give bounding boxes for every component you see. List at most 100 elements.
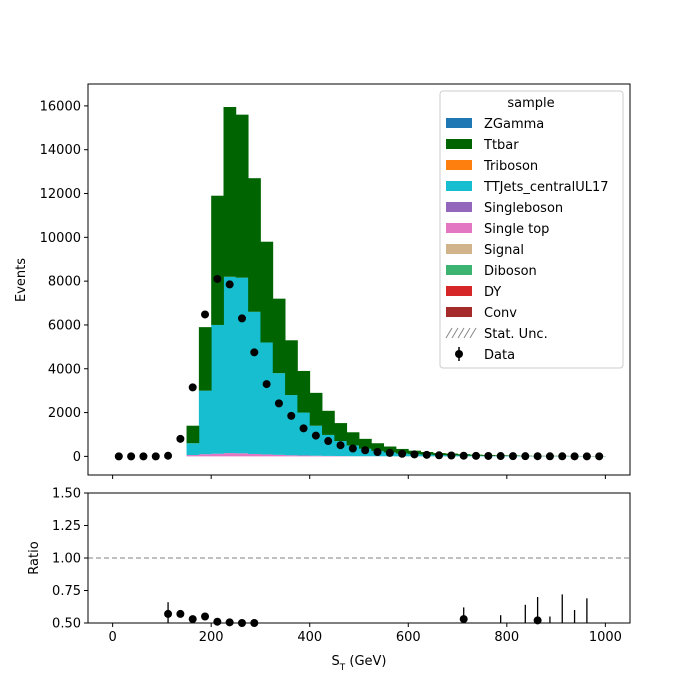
bar-single-top — [186, 455, 200, 457]
bar-single-top — [198, 454, 212, 457]
data-point — [250, 348, 259, 357]
main-panel: 0 2000 4000 6000 8000 10000 12000 14000 16000 Ev… — [14, 83, 631, 479]
ratio-x-tick-label: 800 — [494, 630, 519, 645]
ratio-y-axis-label: Ratio — [27, 541, 42, 574]
data-point — [225, 280, 234, 289]
main-y-tick-label: 0 — [73, 450, 81, 465]
bar-ttbar — [359, 438, 372, 449]
data-point — [287, 411, 296, 420]
data-point — [521, 452, 530, 461]
ratio-points — [88, 557, 630, 627]
data-point — [139, 452, 148, 461]
ratio-y-tick-label: 0.50 — [52, 617, 81, 632]
legend-label-conv: Conv — [484, 306, 517, 321]
main-y-tick-label: 14000 — [40, 143, 81, 158]
legend-label-single-top: Single top — [484, 222, 549, 237]
ratio-point — [201, 612, 210, 621]
bar-single-top — [297, 455, 311, 457]
ratio-point — [533, 616, 542, 625]
x-axis-label-unit: (GeV) — [345, 654, 386, 669]
legend-title: sample — [507, 96, 554, 111]
data-point — [496, 452, 505, 461]
data-point — [299, 424, 308, 433]
bar-ttjets-centralul17 — [211, 324, 224, 454]
legend-label-ttbar: Ttbar — [483, 138, 519, 153]
data-point — [201, 310, 210, 319]
bar-ttbar — [248, 178, 261, 312]
data-point — [311, 431, 320, 440]
data-point — [188, 383, 197, 392]
ratio-x-tick-label: 200 — [199, 630, 224, 645]
main-y-tick-label: 12000 — [40, 187, 81, 202]
main-y-tick-label: 16000 — [40, 99, 81, 114]
data-point — [570, 452, 579, 461]
bar-ttjets-centralul17 — [198, 390, 212, 455]
data-point — [336, 441, 345, 450]
legend-swatch-ttjets-centralul17 — [446, 181, 472, 191]
ratio-point — [213, 617, 222, 626]
bar-ttbar — [211, 195, 224, 325]
data-point — [582, 452, 591, 461]
ratio-y-tick-label: 0.75 — [52, 584, 81, 599]
main-bars — [186, 107, 606, 457]
bar-ttbar — [285, 340, 298, 396]
legend-marker — [455, 350, 463, 358]
legend-swatch-signal — [446, 244, 472, 254]
bar-ttjets-centralul17 — [223, 276, 237, 454]
bar-ttbar — [186, 425, 200, 444]
data-point — [237, 314, 246, 323]
ratio-y-ticks: 0.50 0.75 1.00 1.25 1.50 — [52, 487, 88, 632]
bar-ttjets-centralul17 — [186, 443, 200, 456]
legend-label-singleboson: Singleboson — [484, 201, 563, 216]
ratio-panel: 0 200 400 600 800 1000 0.50 0.75 1.00 1.25 1.50 R… — [27, 487, 631, 673]
data-point — [262, 380, 271, 389]
legend-swatch-single-top — [446, 223, 472, 233]
ratio-point — [459, 615, 468, 624]
ratio-x-ticks: 0 200 400 600 800 1000 — [108, 623, 622, 645]
legend-box — [439, 90, 624, 369]
data-point — [533, 452, 542, 461]
legend-swatch-zgamma — [446, 118, 472, 128]
data-point — [213, 274, 222, 283]
bar-ttbar — [297, 370, 311, 413]
main-y-tick-label: 10000 — [40, 231, 81, 246]
ratio-x-tick-label: 0 — [108, 630, 116, 645]
data-point — [151, 452, 160, 461]
legend-label-dy: DY — [484, 285, 501, 300]
bar-single-top — [248, 453, 261, 457]
ratio-x-tick-label: 600 — [396, 630, 421, 645]
main-y-tick-label: 8000 — [48, 275, 81, 290]
bar-ttjets-centralul17 — [297, 412, 311, 456]
main-y-ticks: 0 2000 4000 6000 8000 10000 12000 14000 16000 — [40, 99, 88, 465]
legend-label-zgamma: ZGamma — [484, 117, 544, 132]
data-points — [114, 274, 604, 461]
data-point — [164, 451, 173, 460]
x-axis-label-main: S — [331, 654, 339, 669]
hatch-line — [469, 327, 477, 339]
data-point — [545, 452, 554, 461]
bar-ttjets-centralul17 — [285, 395, 298, 456]
bar-ttjets-centralul17 — [235, 277, 249, 454]
legend-swatch-dy — [446, 286, 472, 296]
bar-single-top — [309, 455, 323, 457]
bar-ttjets-centralul17 — [272, 373, 286, 455]
data-point — [447, 451, 456, 460]
bar-single-top — [223, 453, 237, 457]
data-point — [361, 446, 370, 455]
main-x-ticks — [112, 475, 606, 479]
bar-ttjets-centralul17 — [260, 342, 274, 455]
legend-swatch-data — [455, 347, 463, 361]
ratio-point — [225, 618, 234, 627]
ratio-y-tick-label: 1.25 — [52, 519, 81, 534]
main-y-axis-label: Events — [14, 258, 29, 302]
legend-swatch-diboson — [446, 265, 472, 275]
hatch-line — [445, 327, 453, 339]
hatch-line — [463, 327, 471, 339]
hatch-line — [451, 327, 459, 339]
legend-label-signal: Signal — [484, 243, 524, 258]
bar-ttbar — [198, 327, 212, 391]
ratio-x-tick-label: 400 — [297, 630, 322, 645]
data-point — [176, 434, 185, 443]
data-point — [348, 444, 357, 453]
